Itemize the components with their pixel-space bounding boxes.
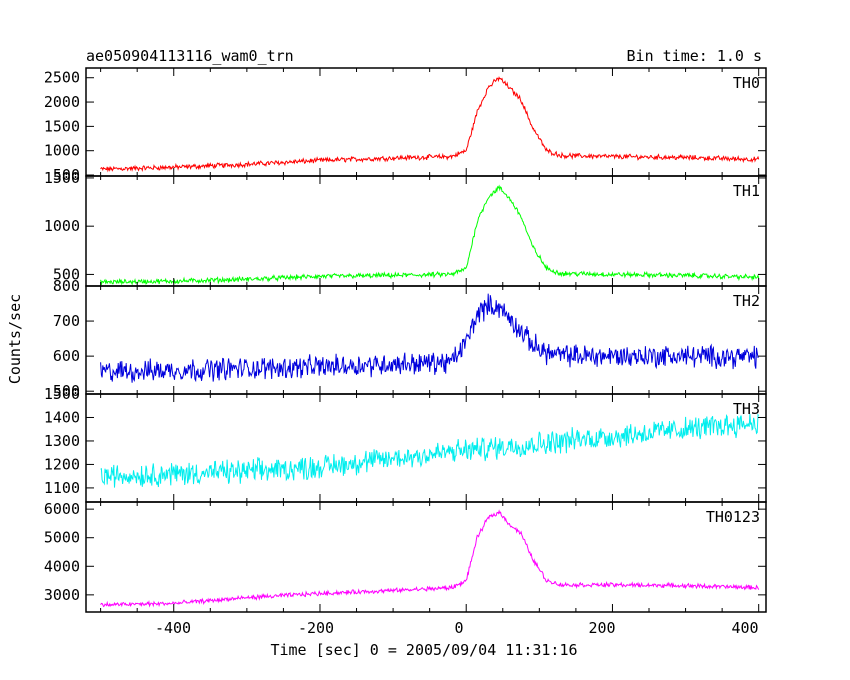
panel-frame [85,393,767,503]
panel-frame [85,67,767,177]
panel-frame [85,501,767,613]
y-axis-label: Counts/sec [6,294,24,384]
y-tick-label: 1300 [44,432,80,450]
y-tick-label: 500 [53,166,80,184]
x-axis-label: Time [sec] 0 = 2005/09/04 11:31:16 [270,641,577,659]
panels-group: 500 1000 1500 2000 2500 TH0 500 1000 1500 TH1 500 6… [44,67,767,613]
y-tick-label: 1500 [44,169,80,187]
y-tick-label: 6000 [44,500,80,518]
panel-label: TH0123 [706,508,760,526]
series-line-th0123 [100,509,760,608]
y-tick-label: 4000 [44,557,80,575]
y-tick-label: 1500 [44,117,80,135]
series-line-th3 [100,413,760,488]
x-tick-label: -400 [155,619,191,637]
y-tick-label: 1400 [44,408,80,426]
y-tick-label: 500 [53,265,80,283]
y-tick-label: 5000 [44,529,80,547]
series-line-th2 [100,293,759,383]
x-tick-label: 0 [454,619,463,637]
y-tick-label: 1000 [44,217,80,235]
panel-label: TH2 [733,292,760,310]
panel-frame [85,285,767,395]
chart-title: ae050904113116_wam0_trn [86,47,294,65]
x-tick-label: 200 [588,619,615,637]
x-tick-labels: -400 -200 0 200 400 [155,619,759,637]
y-tick-label: 2000 [44,93,80,111]
series-line-th0 [100,76,760,173]
x-tick-label: -200 [298,619,334,637]
panel-label: TH1 [733,182,760,200]
y-tick-label: 700 [53,312,80,330]
panel-label: TH0 [733,74,760,92]
y-tick-label: 1100 [44,479,80,497]
y-tick-label: 2500 [44,69,80,87]
y-tick-label: 3000 [44,586,80,604]
y-tick-label: 1000 [44,142,80,160]
y-tick-label: 800 [53,277,80,295]
y-tick-label: 600 [53,347,80,365]
panel-label: TH3 [733,400,760,418]
y-tick-label: 1500 [44,385,80,403]
series-line-th1 [100,184,760,286]
y-tick-label: 500 [53,382,80,400]
panel-frame [85,175,767,287]
x-tick-label: 400 [731,619,758,637]
y-tick-label: 1200 [44,455,80,473]
bin-time-label: Bin time: 1.0 s [627,47,762,65]
